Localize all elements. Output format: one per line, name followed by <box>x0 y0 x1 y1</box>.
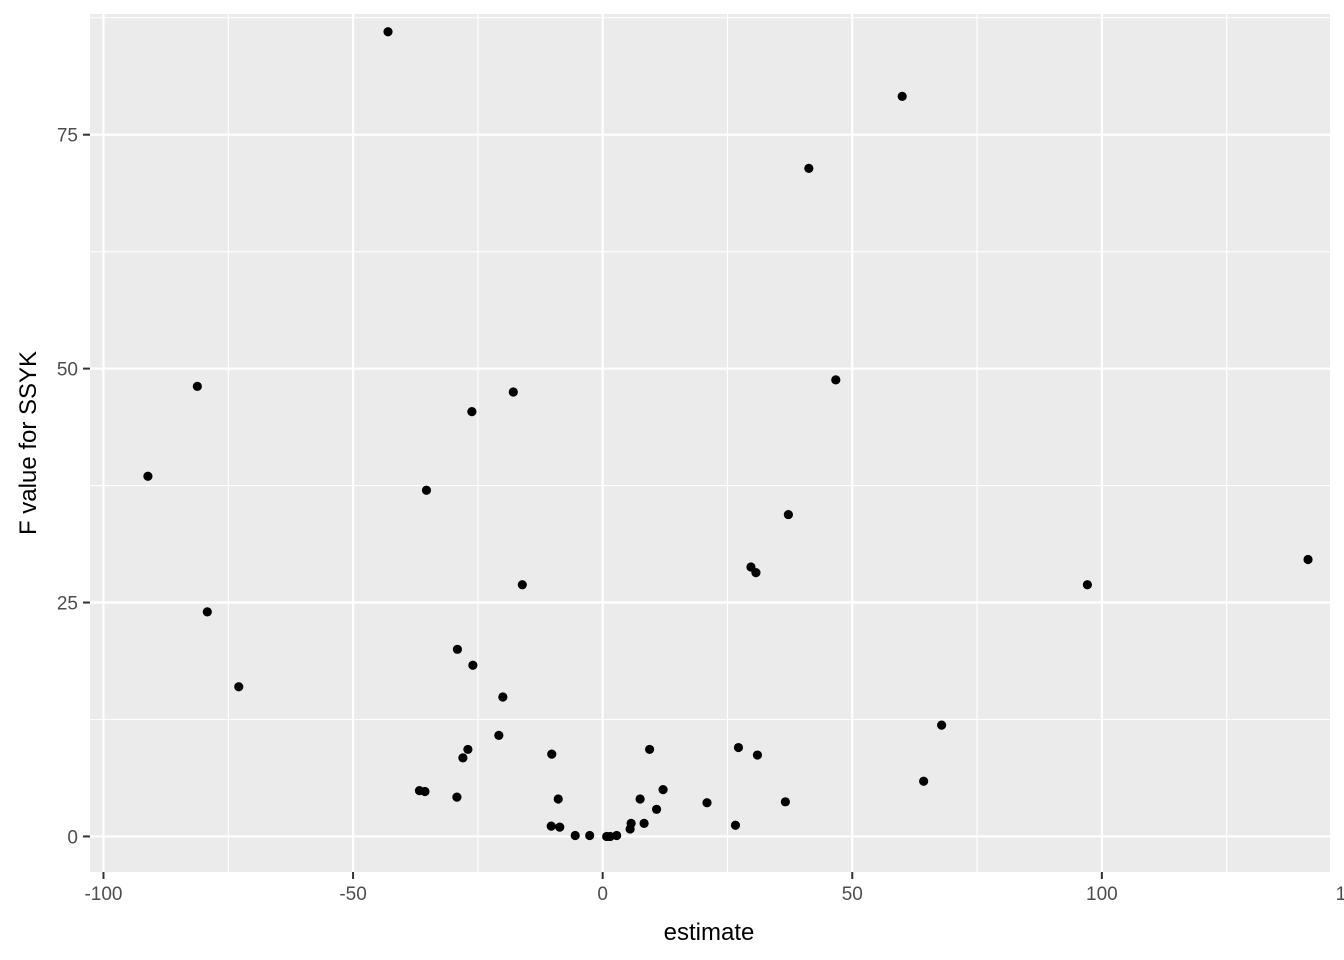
x-tick-label: -50 <box>339 884 366 905</box>
data-point <box>612 830 622 841</box>
data-point <box>468 660 478 670</box>
data-point <box>555 822 565 832</box>
data-points <box>143 27 1313 842</box>
data-point <box>234 682 244 692</box>
plot-panel <box>90 14 1330 872</box>
data-point <box>752 750 763 760</box>
data-point <box>202 607 212 617</box>
x-tick-label: 0 <box>597 884 608 905</box>
y-tick-label: 50 <box>57 360 78 381</box>
data-point <box>192 381 202 391</box>
y-tick-label: 25 <box>57 594 78 615</box>
data-point <box>804 163 814 173</box>
data-point <box>1082 580 1092 590</box>
major-gridlines <box>90 14 1330 872</box>
data-point <box>780 797 790 807</box>
x-axis: -100 -50 0 50 100 150 <box>84 872 1344 905</box>
x-tick-label: 100 <box>1086 884 1118 905</box>
y-tick-label: 75 <box>57 126 78 147</box>
data-point <box>919 776 929 786</box>
x-tick-label: 50 <box>842 884 863 905</box>
data-point <box>635 794 645 804</box>
data-point <box>639 818 649 828</box>
data-point <box>658 785 668 795</box>
data-point <box>751 567 761 578</box>
data-point <box>463 744 473 755</box>
x-axis-title: estimate <box>664 919 755 946</box>
y-axis: 0 25 50 75 <box>57 126 90 848</box>
data-point <box>498 692 508 702</box>
data-point <box>494 730 504 740</box>
x-tick-label: 150 <box>1336 884 1344 905</box>
data-point <box>517 580 527 590</box>
minor-gridlines <box>90 14 1330 872</box>
data-point <box>452 792 462 802</box>
y-axis-title: F value for SSYK <box>15 351 42 535</box>
x-tick-label: -100 <box>84 884 122 905</box>
data-point <box>452 644 463 654</box>
data-point <box>383 27 393 37</box>
data-point <box>421 485 432 495</box>
data-point <box>702 798 712 808</box>
data-point <box>937 720 947 730</box>
data-point <box>1303 554 1313 565</box>
data-point <box>644 744 655 755</box>
data-point <box>547 749 557 759</box>
data-point <box>570 830 580 841</box>
data-point <box>546 821 556 831</box>
data-point <box>458 753 468 763</box>
data-point <box>625 824 635 834</box>
y-tick-label: 0 <box>67 827 78 848</box>
data-point <box>553 794 563 804</box>
data-point <box>420 786 430 797</box>
data-point <box>831 375 841 385</box>
data-point <box>508 387 518 397</box>
data-point <box>651 804 662 814</box>
data-point <box>783 509 793 520</box>
data-point <box>897 91 907 101</box>
data-point <box>143 471 153 481</box>
data-point <box>467 407 477 417</box>
data-point <box>733 742 744 753</box>
data-point <box>730 820 741 830</box>
data-point <box>585 830 595 841</box>
